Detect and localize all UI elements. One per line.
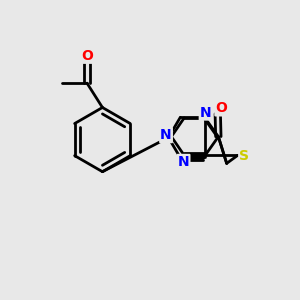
- Text: S: S: [239, 149, 249, 163]
- Text: O: O: [81, 49, 93, 63]
- Text: O: O: [215, 101, 227, 116]
- Text: N: N: [178, 155, 189, 169]
- Text: N: N: [160, 128, 172, 142]
- Text: N: N: [200, 106, 212, 120]
